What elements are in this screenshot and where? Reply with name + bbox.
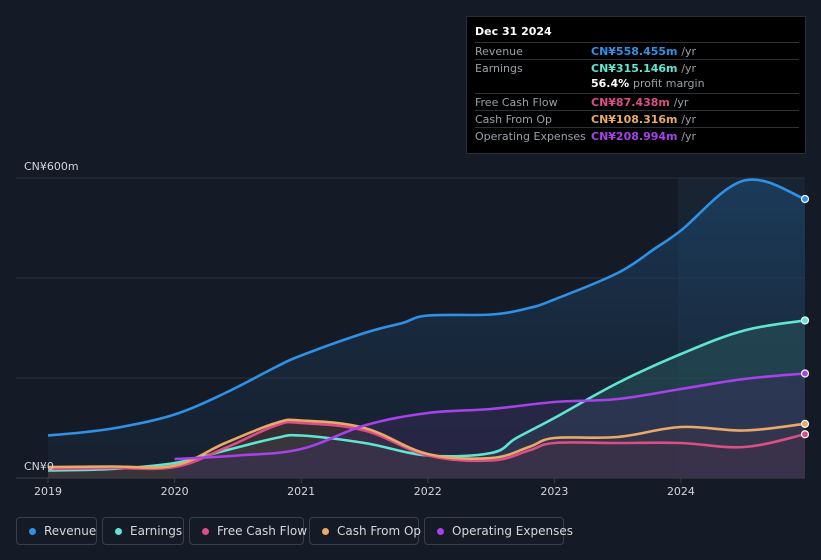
tooltip-label: Free Cash Flow <box>475 96 558 109</box>
end-point-cash-from-op[interactable] <box>800 419 810 428</box>
area-free-cash-flow <box>48 422 805 478</box>
tooltip-value: CN¥558.455m <box>591 45 678 58</box>
line-operating-expenses <box>174 372 806 461</box>
end-point-earnings[interactable] <box>800 316 810 325</box>
x-tick-label: 2023 <box>540 485 568 498</box>
tooltip-profit-margin: 56.4% profit margin <box>591 77 705 90</box>
x-tick-label: 2022 <box>414 485 442 498</box>
line-cash-from-op <box>47 418 806 469</box>
legend-label: Revenue <box>44 524 97 538</box>
y-label-bottom: CN¥0 <box>24 460 54 473</box>
tooltip-panel: Dec 31 2024 Revenue CN¥558.455m /yr Earn… <box>466 16 806 154</box>
legend-revenue[interactable]: Revenue <box>16 517 97 545</box>
margin-label: profit margin <box>633 77 705 90</box>
tooltip-label: Cash From Op <box>475 113 553 126</box>
tooltip-label: Revenue <box>475 45 523 58</box>
end-point-revenue[interactable] <box>800 194 810 204</box>
margin-value: 56.4% <box>591 77 630 90</box>
tooltip-unit: /yr <box>681 45 697 58</box>
x-tick-label: 2021 <box>287 485 315 498</box>
legend-dot-icon <box>437 528 444 535</box>
tooltip-value: CN¥315.146m <box>591 62 678 75</box>
area-cash-from-op <box>48 419 805 478</box>
legend-cash-from-op[interactable]: Cash From Op <box>309 517 422 545</box>
tooltip-row-operating-expenses: Operating Expenses CN¥208.994m /yr <box>475 127 799 145</box>
legend-earnings[interactable]: Earnings <box>102 517 184 545</box>
area-earnings <box>48 320 805 478</box>
line-free-cash-flow <box>47 420 806 471</box>
tooltip-value: CN¥208.994m <box>591 130 678 143</box>
legend-free-cash-flow[interactable]: Free Cash Flow <box>189 517 308 545</box>
tooltip-row-cash-from-op: Cash From Op CN¥108.316m /yr <box>475 110 799 128</box>
tooltip-label: Operating Expenses <box>475 130 586 143</box>
tooltip-label: Earnings <box>475 62 523 75</box>
y-label-top: CN¥600m <box>24 160 79 173</box>
line-revenue <box>47 178 806 437</box>
legend-label: Earnings <box>130 524 183 538</box>
end-point-operating-expenses[interactable] <box>800 369 810 378</box>
area-revenue <box>48 179 805 479</box>
area-operating-expenses <box>174 373 805 478</box>
tooltip-row-free-cash-flow: Free Cash Flow CN¥87.438m /yr <box>475 93 799 111</box>
tooltip-row-earnings: Earnings CN¥315.146m /yr <box>475 59 799 77</box>
legend-label: Operating Expenses <box>452 524 573 538</box>
tooltip-value: CN¥87.438m <box>591 96 670 109</box>
tooltip-unit: /yr <box>681 130 697 143</box>
legend-dot-icon <box>202 528 209 535</box>
tooltip-unit: /yr <box>681 113 697 126</box>
legend-operating-expenses[interactable]: Operating Expenses <box>424 517 573 545</box>
tooltip-date: Dec 31 2024 <box>475 25 552 38</box>
legend-dot-icon <box>29 528 36 535</box>
tooltip-value: CN¥108.316m <box>591 113 678 126</box>
tooltip-unit: /yr <box>673 96 689 109</box>
tooltip-row-revenue: Revenue CN¥558.455m /yr <box>475 42 799 60</box>
x-tick-label: 2020 <box>161 485 189 498</box>
end-point-free-cash-flow[interactable] <box>800 430 810 439</box>
legend-label: Cash From Op <box>337 524 422 538</box>
x-tick-label: 2024 <box>667 485 695 498</box>
legend-dot-icon <box>115 528 122 535</box>
tooltip-unit: /yr <box>681 62 697 75</box>
legend-dot-icon <box>322 528 329 535</box>
x-tick-label: 2019 <box>34 485 62 498</box>
legend-label: Free Cash Flow <box>217 524 308 538</box>
